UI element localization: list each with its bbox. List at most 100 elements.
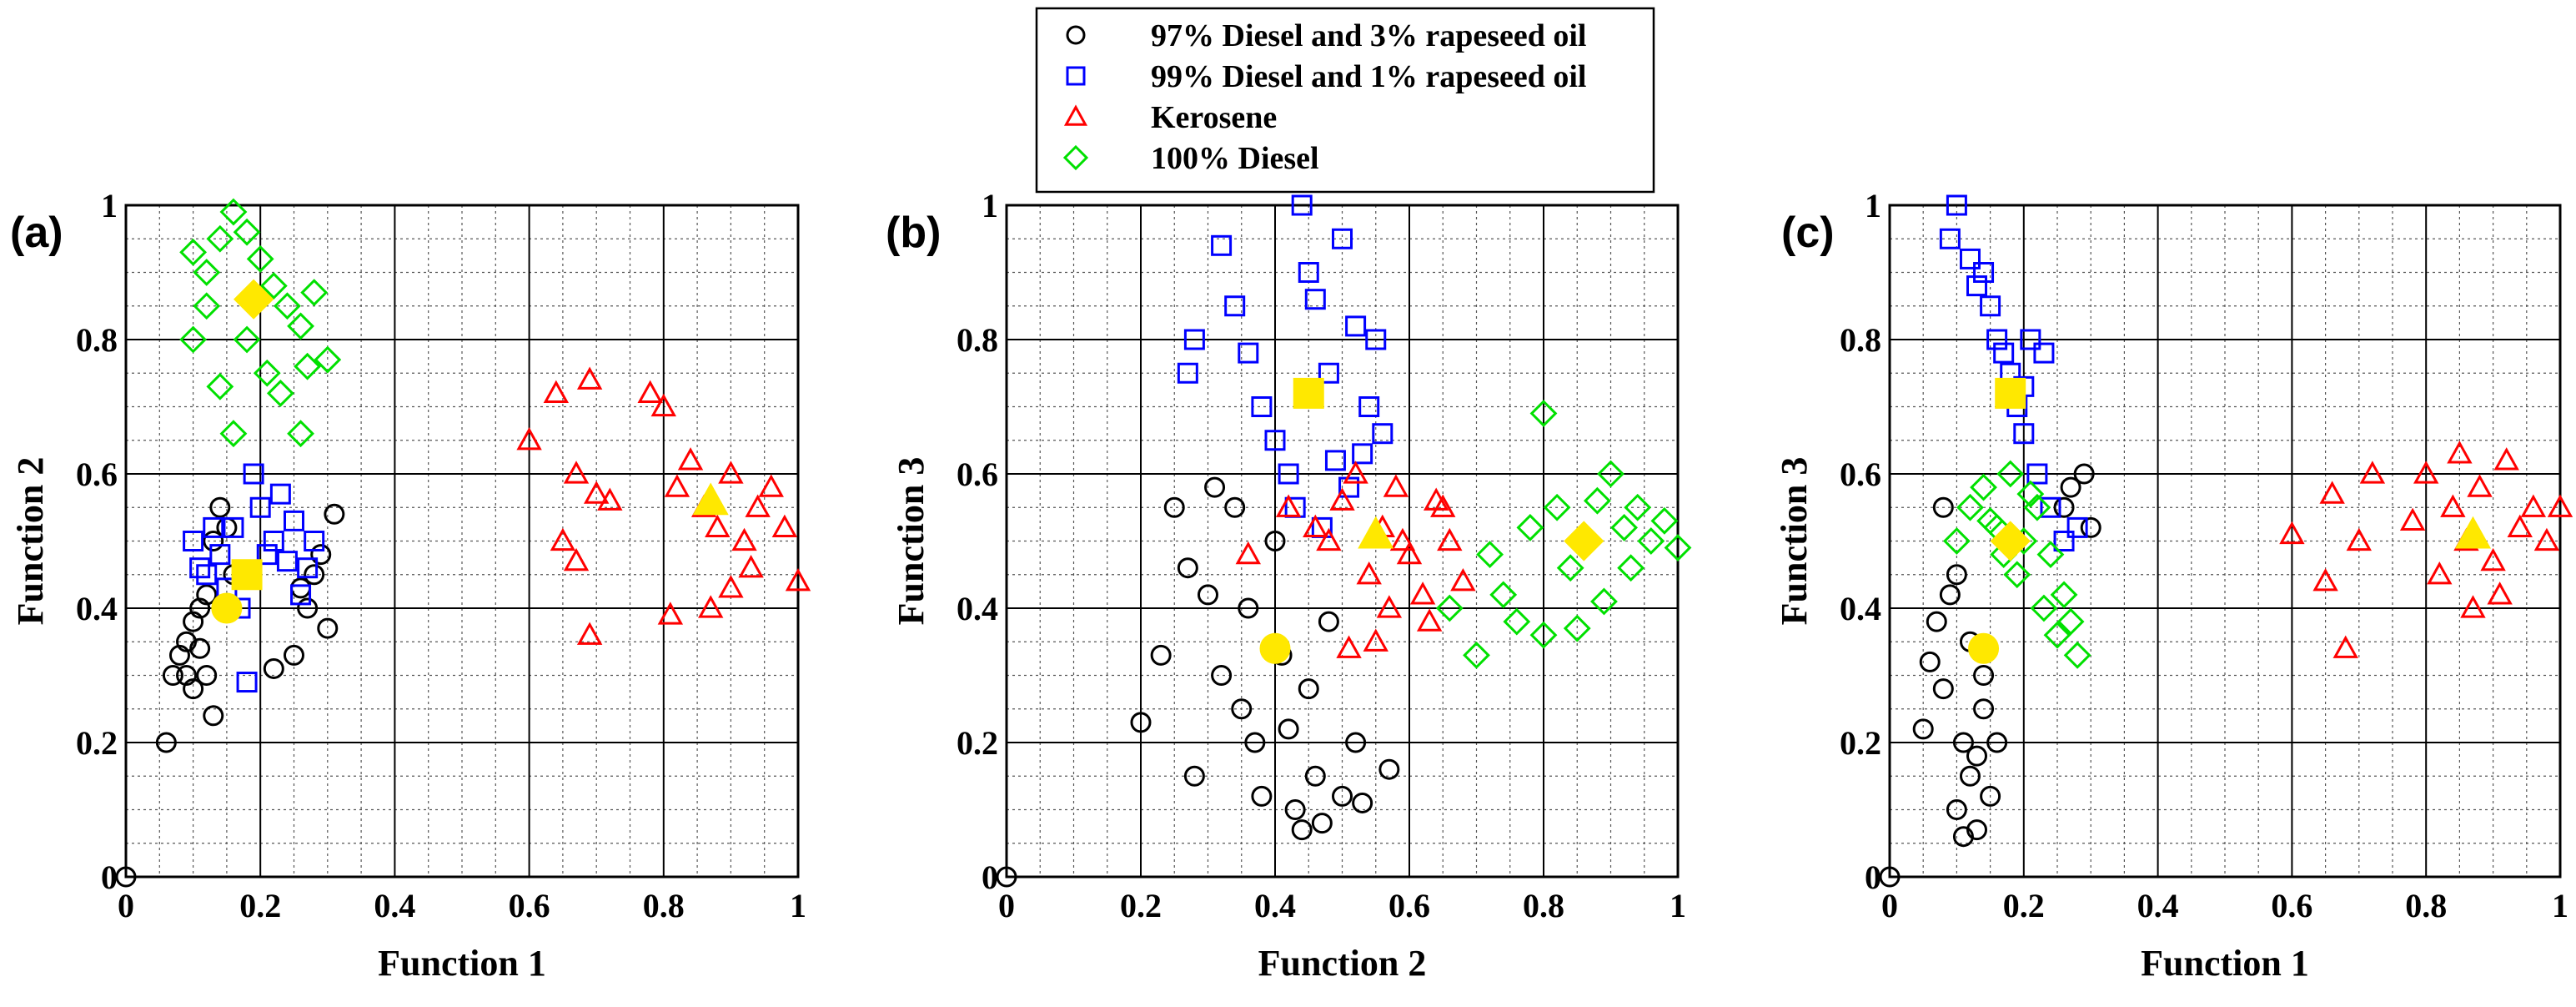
data-point (1224, 295, 1246, 317)
data-point (1980, 785, 2001, 807)
data-point (189, 557, 211, 579)
x-tick-label: 1 (1670, 887, 1686, 924)
data-point (718, 575, 744, 598)
data-point (1416, 608, 1443, 632)
data-point (1879, 866, 1901, 888)
y-tick-label: 0.2 (76, 724, 118, 762)
data-point (1316, 527, 1342, 551)
data-point (731, 527, 757, 551)
data-point (1304, 289, 1326, 310)
data-point (563, 461, 590, 484)
legend-marker-diamond (1062, 144, 1089, 171)
data-point (1365, 329, 1387, 350)
x-tick-label: 0 (1881, 887, 1898, 924)
data-point (193, 292, 221, 320)
data-point (1264, 531, 1286, 551)
legend-label: 99% Diesel and 1% rapeseed oil (1151, 59, 1586, 94)
data-point (284, 644, 304, 666)
data-point (1345, 732, 1367, 753)
data-point (155, 732, 177, 753)
data-point (2040, 496, 2061, 518)
x-axis-title: Function 1 (2141, 943, 2309, 984)
data-point (1238, 342, 1259, 364)
centroid-marker (1990, 521, 2031, 561)
data-point (1650, 506, 1679, 535)
data-point (1298, 678, 1319, 700)
data-point (1450, 568, 1476, 592)
series-circle (996, 476, 1400, 888)
data-point (1278, 463, 1299, 485)
data-point (276, 551, 298, 572)
data-point (1993, 342, 2015, 364)
data-point (2033, 342, 2055, 364)
legend-marker-triangle (1063, 104, 1088, 126)
data-point (1437, 527, 1463, 551)
centroid-marker (2454, 516, 2492, 549)
data-point (196, 665, 218, 686)
data-point (1291, 194, 1313, 216)
data-point (196, 564, 218, 586)
data-point (1664, 534, 1692, 561)
data-point (1372, 423, 1393, 445)
data-point (1476, 541, 1504, 569)
data-point (1383, 474, 1409, 497)
data-point (657, 602, 684, 625)
data-point (1610, 513, 1639, 541)
data-point (1284, 799, 1306, 820)
data-point (1956, 493, 1984, 521)
data-point (2487, 582, 2513, 605)
data-point (203, 705, 224, 727)
series-triangle (2279, 441, 2573, 658)
data-point (2016, 480, 2045, 508)
data-point (233, 325, 261, 354)
data-point (584, 481, 610, 504)
data-point (1976, 506, 2005, 535)
x-axis-title: Function 2 (1258, 943, 1427, 984)
data-point (1198, 584, 1218, 606)
centroid-marker (1293, 377, 1324, 409)
y-axis-title: Function 3 (891, 457, 931, 626)
data-point (324, 503, 345, 525)
data-point (1275, 494, 1302, 517)
data-point (1529, 400, 1558, 427)
data-point (1966, 275, 1988, 297)
panel-label: (a) (10, 209, 63, 257)
data-point (304, 564, 325, 586)
y-tick-label: 0 (1865, 858, 1881, 896)
data-point (259, 272, 288, 300)
data-point (2279, 521, 2305, 545)
data-point (2447, 441, 2473, 464)
data-point (650, 393, 676, 417)
data-point (1556, 554, 1584, 582)
data-point (304, 531, 325, 551)
data-point (256, 544, 278, 566)
data-point (1343, 461, 1368, 484)
data-point (2399, 507, 2426, 531)
y-tick-label: 1 (101, 187, 118, 224)
data-point (1318, 362, 1339, 384)
y-tick-label: 0.4 (1840, 590, 1881, 627)
data-point (1264, 430, 1286, 451)
data-point (1363, 628, 1388, 652)
x-tick-label: 0.4 (374, 887, 415, 924)
x-tick-label: 0.2 (239, 887, 281, 924)
data-point (2533, 527, 2560, 551)
panel-c: 0 0.2 0.4 0.6 0.8 1 0 0.2 0.4 0.6 0.8 1 Function 1 Fu… (1774, 187, 2573, 984)
data-point (193, 259, 221, 286)
data-point (162, 665, 183, 686)
data-point (1389, 527, 1416, 551)
data-point (1617, 554, 1645, 582)
data-point (1986, 329, 2008, 350)
data-point (2020, 329, 2041, 350)
data-point (1278, 718, 1299, 740)
data-point (1973, 698, 1995, 720)
data-point (2066, 516, 2088, 538)
data-point (287, 312, 314, 340)
centroid-marker (211, 592, 243, 624)
data-point (300, 279, 329, 307)
legend-label: Kerosene (1151, 100, 1277, 135)
y-tick-label: 0.6 (1840, 456, 1881, 493)
centroid-marker (1995, 377, 2026, 409)
data-point (1952, 732, 1974, 753)
data-point (253, 359, 281, 387)
